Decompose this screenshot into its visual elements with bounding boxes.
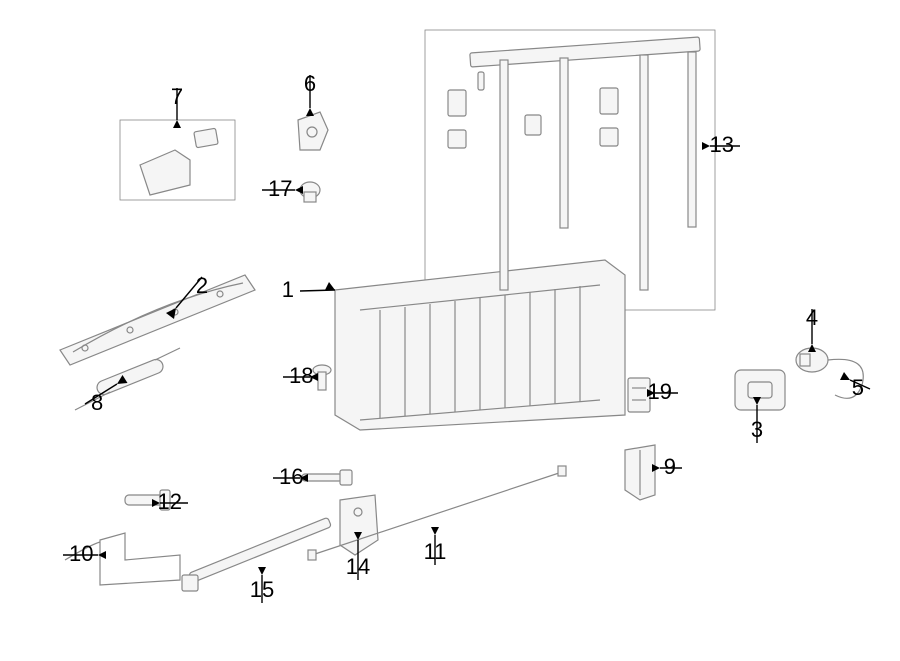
- callout-label-4: 4: [806, 305, 818, 330]
- callout-7: 7: [171, 84, 183, 128]
- callout-label-16: 16: [279, 464, 303, 489]
- molding-strip: [60, 275, 255, 365]
- callout-11: 11: [424, 527, 447, 565]
- callout-17: 17: [262, 176, 303, 201]
- latch: [298, 112, 328, 150]
- callout-label-8: 8: [91, 390, 103, 415]
- callout-4: 4: [806, 305, 818, 352]
- step-frame-assembly: [448, 37, 700, 290]
- callout-label-5: 5: [852, 375, 864, 400]
- callout-13: 13: [702, 132, 740, 157]
- callout-label-15: 15: [250, 577, 274, 602]
- callout-label-10: 10: [69, 541, 93, 566]
- callout-15: 15: [250, 567, 274, 603]
- callout-label-6: 6: [304, 71, 316, 96]
- callout-label-18: 18: [289, 363, 313, 388]
- handle-assembly: [735, 370, 785, 410]
- callout-label-2: 2: [196, 273, 208, 298]
- callout-label-19: 19: [648, 379, 672, 404]
- callout-label-17: 17: [268, 176, 292, 201]
- callout-label-3: 3: [751, 417, 763, 442]
- callout-16: 16: [273, 464, 308, 489]
- hinge-bracket: [625, 445, 655, 500]
- callout-12: 12: [152, 489, 188, 514]
- callout-5: 5: [840, 372, 870, 400]
- tailgate-panel: [335, 260, 625, 430]
- callout-label-12: 12: [158, 489, 182, 514]
- callout-label-13: 13: [710, 132, 734, 157]
- callout-1: 1: [282, 277, 335, 302]
- callout-label-14: 14: [346, 554, 370, 579]
- hinge-plate: [340, 495, 378, 555]
- striker-bracket: [140, 128, 218, 195]
- callout-label-9: 9: [664, 454, 676, 479]
- callout-19: 19: [647, 379, 678, 404]
- callout-label-1: 1: [282, 277, 294, 302]
- callout-18: 18: [283, 363, 318, 388]
- parts-diagram: 12345678910111213141516171819: [0, 0, 900, 661]
- callout-label-11: 11: [424, 539, 447, 564]
- callout-6: 6: [304, 71, 316, 116]
- bolt: [302, 470, 352, 485]
- callout-label-7: 7: [171, 84, 183, 109]
- callout-9: 9: [652, 454, 682, 479]
